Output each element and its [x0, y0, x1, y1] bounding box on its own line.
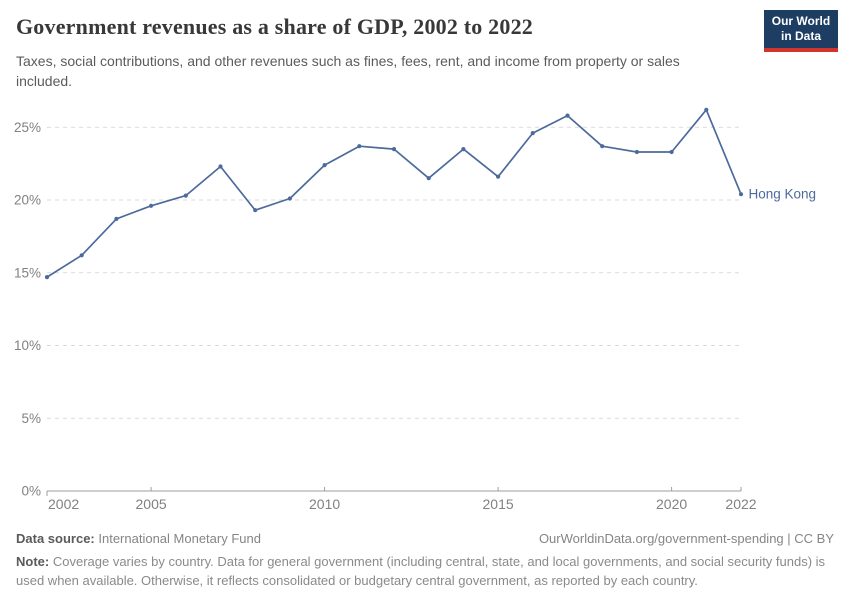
svg-text:2005: 2005 — [136, 496, 167, 512]
chart-footer: Data source: International Monetary Fund… — [16, 531, 834, 591]
y-tick-labels: 0% 5% 10% 15% 20% 25% — [14, 120, 41, 499]
page-title: Government revenues as a share of GDP, 2… — [16, 14, 533, 39]
owid-logo[interactable]: Our World in Data — [764, 10, 838, 52]
svg-text:2022: 2022 — [725, 496, 756, 512]
svg-text:5%: 5% — [21, 411, 41, 426]
series-line[interactable] — [46, 108, 742, 278]
line-chart[interactable]: 0% 5% 10% 15% 20% 25% 2002 2005 2010 2015 2020 2022… — [0, 95, 850, 520]
data-source: Data source: International Monetary Fund — [16, 531, 261, 546]
footer-link[interactable]: OurWorldinData.org/government-spending |… — [538, 531, 834, 546]
svg-text:0%: 0% — [21, 484, 41, 499]
svg-text:2010: 2010 — [309, 496, 340, 512]
owid-logo-line1: Our World — [771, 14, 831, 28]
footer-note: Note: Coverage varies by country. Data f… — [16, 553, 834, 591]
chart-subtitle: Taxes, social contributions, and other r… — [16, 53, 680, 89]
footer-note-label: Note: — [16, 554, 50, 569]
svg-text:2020: 2020 — [656, 496, 687, 512]
series-points[interactable] — [44, 107, 744, 280]
svg-text:2002: 2002 — [48, 496, 79, 512]
owid-logo-line2: in Data — [780, 29, 821, 43]
svg-text:25%: 25% — [14, 120, 41, 135]
entity-label[interactable]: Hong Kong — [749, 187, 817, 202]
footer-note-text: Coverage varies by country. Data for gen… — [16, 554, 826, 588]
data-source-label: Data source: — [16, 531, 95, 546]
line-chart-svg[interactable]: 0% 5% 10% 15% 20% 25% 2002 2005 2010 2015 2020 2022… — [0, 95, 850, 520]
svg-text:15%: 15% — [14, 265, 41, 280]
x-axis: 2002 2005 2010 2015 2020 2022 — [46, 487, 757, 512]
data-source-value: International Monetary Fund — [98, 531, 261, 546]
svg-text:2015: 2015 — [483, 496, 514, 512]
svg-text:20%: 20% — [14, 193, 41, 208]
y-gridlines — [47, 126, 741, 419]
svg-text:10%: 10% — [14, 338, 41, 353]
